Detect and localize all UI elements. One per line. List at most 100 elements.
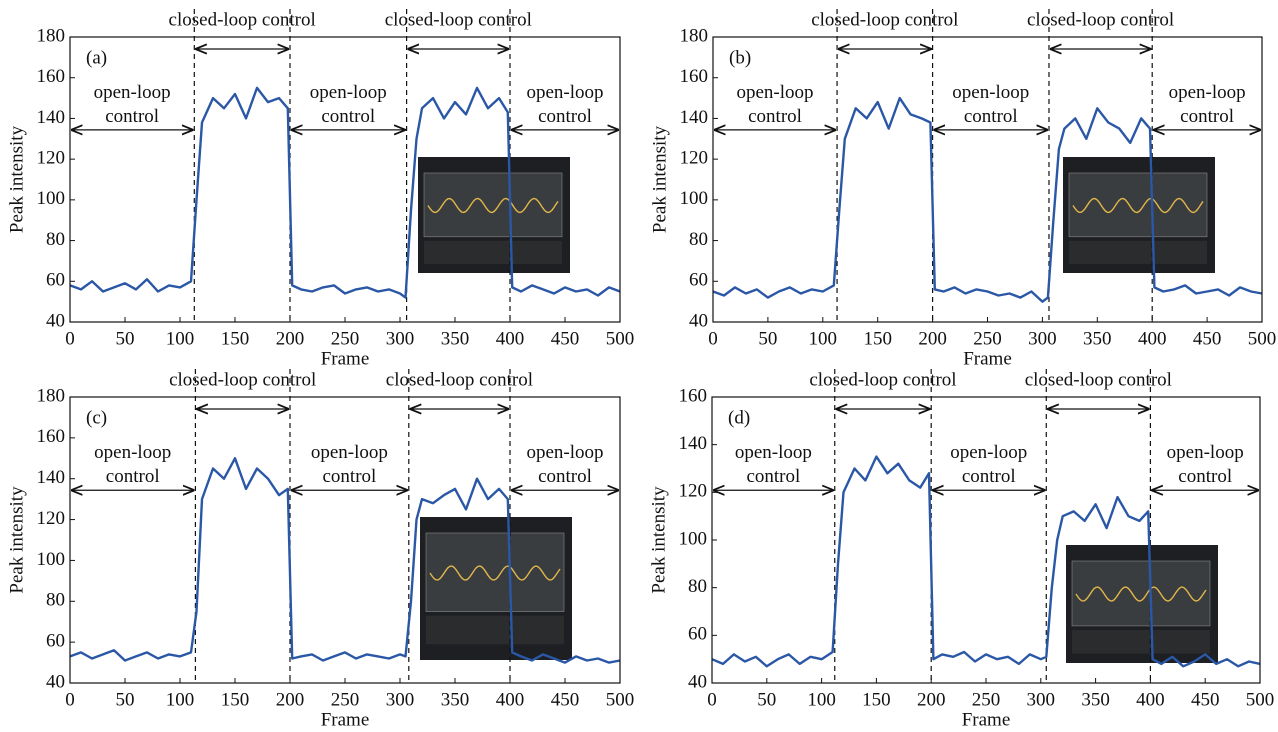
x-tick-label: 200 (917, 689, 946, 710)
x-tick-label: 0 (708, 328, 718, 349)
photo-wave (1075, 586, 1207, 602)
photo-panel (1072, 629, 1210, 654)
y-tick-label: 40 (689, 310, 708, 331)
oscilloscope-photo (418, 157, 570, 273)
y-tick-label: 40 (46, 310, 65, 331)
x-tick-label: 150 (221, 328, 250, 349)
x-tick-label: 50 (757, 689, 776, 710)
y-tick-label: 140 (679, 433, 708, 454)
y-tick-label: 180 (37, 25, 66, 46)
phase-label: closed-loop control (809, 369, 956, 390)
oscilloscope-photo (1063, 157, 1215, 273)
x-tick-label: 200 (918, 328, 947, 349)
x-tick-label: 150 (221, 689, 250, 710)
y-tick-label: 80 (688, 576, 707, 597)
y-tick-label: 80 (46, 590, 65, 611)
x-tick-label: 100 (809, 328, 838, 349)
y-axis-label: Peak intensity (6, 125, 27, 233)
photo-wave (429, 565, 561, 581)
x-tick-label: 450 (551, 689, 580, 710)
phase-label: open-loop control (310, 82, 387, 127)
y-tick-label: 60 (688, 624, 707, 645)
x-tick-label: 400 (1136, 689, 1165, 710)
y-axis-label: Peak intensity (648, 486, 669, 594)
phase-label: open-loop control (735, 443, 812, 488)
x-tick-label: 150 (862, 689, 891, 710)
phase-label: open-loop control (737, 82, 814, 127)
y-tick-label: 60 (46, 270, 65, 291)
x-tick-label: 250 (331, 328, 360, 349)
phase-label: closed-loop control (1025, 369, 1172, 390)
phase-label: closed-loop control (1027, 9, 1174, 30)
x-axis-label: Frame (962, 709, 1011, 730)
x-axis-label: Frame (963, 348, 1012, 369)
x-tick-label: 350 (441, 689, 470, 710)
phase-label: open-loop control (952, 82, 1029, 127)
x-tick-label: 100 (807, 689, 836, 710)
x-tick-label: 200 (276, 689, 305, 710)
y-tick-label: 140 (680, 107, 709, 128)
photo-panel (424, 240, 562, 264)
phase-label: open-loop control (94, 443, 171, 488)
x-tick-label: 250 (972, 689, 1001, 710)
data-line (711, 455, 1261, 668)
x-tick-label: 400 (1138, 328, 1167, 349)
x-tick-label: 350 (441, 328, 470, 349)
photo-panel (426, 615, 564, 645)
plot-frame (711, 396, 1261, 684)
y-tick-label: 120 (679, 481, 708, 502)
x-tick-label: 50 (116, 328, 135, 349)
x-tick-label: 100 (166, 689, 195, 710)
y-tick-label: 120 (37, 508, 66, 529)
photo-screen (425, 532, 565, 612)
panel-label: (b) (729, 47, 751, 68)
x-tick-label: 300 (386, 689, 415, 710)
x-tick-label: 50 (758, 328, 777, 349)
y-axis-label: Peak intensity (649, 125, 670, 233)
photo-screen (1071, 560, 1211, 627)
y-tick-label: 40 (46, 671, 65, 692)
x-tick-label: 300 (1028, 328, 1057, 349)
y-tick-label: 160 (37, 66, 66, 87)
photo-screen (423, 172, 563, 238)
y-tick-label: 80 (689, 229, 708, 250)
x-tick-label: 50 (116, 689, 135, 710)
y-tick-label: 120 (37, 148, 66, 169)
oscilloscope-photo (420, 517, 572, 660)
x-tick-label: 500 (606, 328, 635, 349)
y-tick-label: 140 (37, 467, 66, 488)
data-line (69, 457, 621, 664)
x-tick-label: 0 (65, 689, 75, 710)
x-tick-label: 500 (606, 689, 635, 710)
panel-label: (c) (86, 407, 107, 428)
data-line (69, 86, 621, 299)
phase-label: closed-loop control (169, 369, 316, 390)
x-tick-label: 500 (1246, 689, 1275, 710)
x-tick-label: 500 (1248, 328, 1277, 349)
x-tick-label: 250 (973, 328, 1002, 349)
plot-frame (69, 396, 621, 684)
y-tick-label: 60 (46, 631, 65, 652)
panel-label: (a) (86, 47, 107, 68)
y-tick-label: 160 (679, 385, 708, 406)
panel-label: (d) (728, 407, 750, 428)
y-tick-label: 80 (46, 229, 65, 250)
y-tick-label: 160 (680, 66, 709, 87)
photo-panel (1069, 240, 1207, 264)
y-tick-label: 100 (37, 188, 66, 209)
phase-label: open-loop control (1167, 443, 1244, 488)
x-tick-label: 300 (1027, 689, 1056, 710)
x-axis-label: Frame (321, 348, 370, 369)
y-tick-label: 60 (689, 270, 708, 291)
x-tick-label: 250 (331, 689, 360, 710)
x-tick-label: 400 (496, 328, 525, 349)
x-tick-label: 150 (863, 328, 892, 349)
x-axis-label: Frame (321, 709, 370, 730)
x-tick-label: 300 (386, 328, 415, 349)
phase-label: closed-loop control (169, 9, 316, 30)
x-tick-label: 450 (1191, 689, 1220, 710)
x-tick-label: 100 (166, 328, 195, 349)
data-line (712, 96, 1263, 303)
x-tick-label: 450 (551, 328, 580, 349)
y-axis-label: Peak intensity (6, 486, 27, 594)
